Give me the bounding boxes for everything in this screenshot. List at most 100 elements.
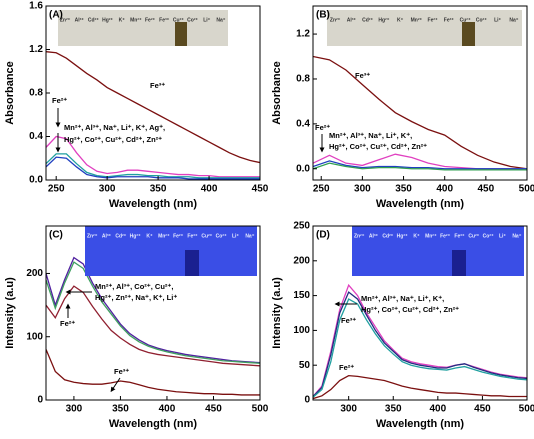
line bbox=[46, 135, 260, 178]
y-tick-label: 0 bbox=[37, 395, 43, 406]
inset-label: Zn²⁺ bbox=[330, 17, 341, 23]
annotation: Fe³⁺ bbox=[355, 71, 370, 80]
y-axis-label: Intensity (a.u) bbox=[271, 277, 283, 349]
inset-label: Li⁺ bbox=[494, 17, 501, 23]
y-tick-label: 100 bbox=[293, 325, 310, 336]
x-tick-label: 450 bbox=[205, 404, 222, 415]
inset-label: Fe²⁺ bbox=[428, 17, 439, 23]
inset-photo bbox=[327, 10, 522, 46]
line bbox=[313, 160, 527, 170]
line bbox=[46, 285, 260, 367]
plot-frame bbox=[312, 5, 528, 181]
inset-label: Mn²⁺ bbox=[158, 233, 170, 239]
inset-label: Al³⁺ bbox=[347, 17, 357, 23]
x-tick-label: 250 bbox=[313, 184, 330, 195]
line bbox=[46, 349, 260, 396]
panel-label: (A) bbox=[49, 10, 63, 21]
y-tick-label: 50 bbox=[299, 360, 311, 371]
annotation: Mn²⁺, Al³⁺, Na⁺, Li⁺, K⁺, bbox=[361, 294, 444, 303]
inset-label: Fe²⁺ bbox=[173, 233, 184, 239]
inset-label: Cu²⁺ bbox=[468, 233, 479, 239]
annotation: Fe³⁺ bbox=[114, 367, 129, 376]
y-tick-label: 1.2 bbox=[296, 29, 310, 40]
inset-label: Hg²⁺ bbox=[397, 233, 408, 239]
x-tick-label: 300 bbox=[99, 184, 116, 195]
x-tick-label: 450 bbox=[478, 184, 495, 195]
panel-label: (D) bbox=[316, 230, 330, 241]
inset-photo bbox=[352, 226, 524, 276]
x-tick-label: 450 bbox=[474, 404, 491, 415]
annotation: Hg²⁺, Co²⁺, Cu²⁺, Cd²⁺, Zn²⁺ bbox=[64, 135, 162, 144]
y-tick-label: 0 bbox=[304, 395, 310, 406]
x-tick-label: 350 bbox=[385, 404, 402, 415]
x-tick-label: 400 bbox=[429, 404, 446, 415]
vial bbox=[185, 250, 199, 276]
plot-lines bbox=[46, 51, 260, 180]
line bbox=[313, 374, 527, 400]
inset-label: Al³⁺ bbox=[102, 233, 112, 239]
inset-label: Fe²⁺ bbox=[440, 233, 451, 239]
annotation: Hg²⁺, Zn²⁺, Na⁺, K⁺, Li⁺ bbox=[95, 293, 177, 302]
line bbox=[46, 156, 260, 180]
inset-label: Li⁺ bbox=[232, 233, 239, 239]
inset-photo bbox=[85, 226, 257, 276]
x-axis-label: Wavelength (nm) bbox=[376, 198, 465, 210]
x-tick-label: 250 bbox=[48, 184, 65, 195]
inset-label: Cu²⁺ bbox=[173, 17, 184, 23]
y-tick-label: 100 bbox=[26, 331, 43, 342]
x-tick-label: 400 bbox=[159, 404, 176, 415]
annotation: Mn²⁺, Al³⁺, Na⁺, Li⁺, K⁺, bbox=[329, 131, 412, 140]
y-tick-label: 0.0 bbox=[29, 175, 43, 186]
x-tick-label: 500 bbox=[519, 184, 534, 195]
line bbox=[313, 162, 527, 171]
annotation: Fe²⁺ bbox=[60, 319, 75, 328]
line bbox=[313, 298, 527, 398]
y-tick-label: 0.4 bbox=[29, 131, 43, 142]
annotation: Fe²⁺ bbox=[52, 96, 67, 105]
y-tick-label: 200 bbox=[293, 255, 310, 266]
y-tick-label: 150 bbox=[293, 290, 310, 301]
x-tick-label: 400 bbox=[436, 184, 453, 195]
y-tick-label: 0.0 bbox=[296, 163, 310, 174]
inset-label: Na⁺ bbox=[216, 17, 225, 23]
plot-frame bbox=[312, 225, 528, 401]
plot-lines bbox=[313, 55, 527, 171]
inset-label: Hg²⁺ bbox=[102, 17, 113, 23]
inset-label: Mn²⁺ bbox=[130, 17, 142, 23]
inset-label: Mn²⁺ bbox=[411, 17, 423, 23]
inset-label: Mn²⁺ bbox=[425, 233, 437, 239]
inset-label: Fe³⁺ bbox=[444, 17, 455, 23]
inset-label: Zn²⁺ bbox=[354, 233, 365, 239]
x-tick-label: 300 bbox=[354, 184, 371, 195]
inset-label: Zn²⁺ bbox=[87, 233, 98, 239]
annotation: Hg²⁺, Co²⁺, Cu²⁺, Cd²⁺, Zn²⁺ bbox=[329, 142, 427, 151]
plot-lines bbox=[46, 256, 260, 396]
x-tick-label: 350 bbox=[395, 184, 412, 195]
inset-label: Co²⁺ bbox=[187, 17, 198, 23]
inset-label: Na⁺ bbox=[509, 17, 518, 23]
y-tick-label: 0.8 bbox=[296, 74, 310, 85]
vial bbox=[452, 250, 466, 276]
plot-frame bbox=[45, 225, 261, 401]
panel: Fe³⁺ Fe²⁺ Mn²⁺, Al³⁺, Na⁺, Li⁺, K⁺, Ag⁺,… bbox=[4, 1, 269, 210]
inset-label: Fe³⁺ bbox=[187, 233, 198, 239]
y-axis-label: Absorbance bbox=[271, 61, 283, 125]
annotation: Mn²⁺, Al³⁺, Na⁺, Li⁺, K⁺, Ag⁺, bbox=[64, 123, 165, 132]
vial bbox=[175, 22, 187, 46]
annotation: Fe²⁺ bbox=[339, 363, 354, 372]
y-tick-label: 0.8 bbox=[29, 88, 43, 99]
x-axis-label: Wavelength (nm) bbox=[109, 198, 198, 210]
line bbox=[313, 283, 527, 397]
inset-label: Fe³⁺ bbox=[159, 17, 170, 23]
inset-label: K⁺ bbox=[119, 17, 126, 23]
x-tick-label: 450 bbox=[252, 184, 269, 195]
panel-label: (C) bbox=[49, 230, 63, 241]
inset-label: Na⁺ bbox=[512, 233, 521, 239]
inset-label: Cu²⁺ bbox=[460, 17, 471, 23]
y-tick-label: 0.4 bbox=[296, 119, 310, 130]
x-tick-label: 300 bbox=[340, 404, 357, 415]
annotation: Fe²⁺ bbox=[315, 123, 330, 132]
x-tick-label: 400 bbox=[201, 184, 218, 195]
